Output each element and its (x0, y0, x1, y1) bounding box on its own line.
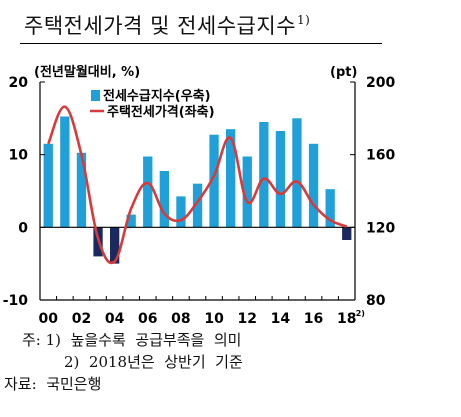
source-note: 자료: 국민은행 (4, 377, 101, 392)
bar-2006 (143, 156, 153, 228)
x-tick-label: 06 (138, 311, 157, 327)
right-axis-unit: (pt) (330, 65, 357, 80)
bar-2005 (126, 214, 136, 228)
left-axis-unit: (전년말월대비, %) (34, 64, 140, 80)
chart-title: 주택전세가격 및 전세수급지수1) (24, 13, 311, 38)
legend: 전세수급지수(우축) 주택전세가격(좌축) (90, 88, 215, 120)
x-tick-label: 08 (171, 311, 190, 327)
x-tick-label: 12 (237, 311, 256, 327)
tick-labels: 20 10 0 -10 200 160 120 80 00 02 04 06 08 10 12 14 16 18 2… (3, 75, 396, 327)
bar-2000 (43, 143, 53, 228)
note-1: 주: 1) 높을수록 공급부족을 의미 (22, 333, 241, 348)
right-tick-label: 80 (366, 293, 386, 309)
note-2: 2) 2018년은 상반기 기준 (64, 355, 243, 370)
bar-2014 (275, 131, 286, 228)
bar-2012 (242, 156, 252, 228)
bar-2013 (259, 122, 269, 228)
legend-bar-swatch (91, 90, 100, 101)
bar-2004 (110, 227, 120, 264)
legend-line-label: 주택전세가격(좌축) (107, 104, 215, 120)
chart: 20 10 0 -10 200 160 120 80 00 02 04 06 08 10 12 14 16 18 2… (3, 64, 396, 327)
right-tick-label: 200 (366, 75, 395, 91)
bar-2010 (209, 134, 219, 228)
line-jeonse-price (47, 105, 348, 265)
bar-2016 (308, 143, 319, 228)
note-prefix: 주: (22, 331, 41, 349)
left-tick-label: 20 (9, 75, 29, 91)
x-tick-label: 18 (337, 311, 356, 327)
bar-2015 (292, 118, 302, 228)
x-tick-label: 10 (204, 311, 224, 327)
note-2-text: 2) 2018년은 상반기 기준 (64, 353, 243, 371)
bar-2009 (192, 183, 203, 228)
title-underline (20, 43, 382, 44)
right-tick-label: 160 (366, 148, 395, 164)
legend-bar-label: 전세수급지수(우축) (103, 88, 211, 104)
line-series (47, 105, 348, 265)
x-tick-label: 16 (304, 311, 323, 327)
bar-2007 (159, 171, 169, 228)
left-tick-label: 0 (18, 220, 28, 236)
x-tick-label: 02 (72, 311, 91, 327)
left-tick-label: -10 (3, 293, 29, 309)
x-tick-footnote: 2) (356, 309, 365, 318)
bar-2008 (176, 196, 186, 228)
bar-2001 (60, 116, 70, 228)
bar-2018 (342, 227, 352, 240)
note-1-text: 1) 높을수록 공급부족을 의미 (45, 331, 242, 349)
right-tick-label: 120 (366, 220, 395, 236)
left-tick-label: 10 (9, 148, 29, 164)
bar-2002 (76, 152, 87, 228)
source-text: 자료: 국민은행 (4, 375, 102, 393)
bar-2011 (226, 129, 236, 228)
x-tick-label: 04 (105, 311, 125, 327)
x-tick-label: 00 (39, 311, 59, 327)
axes (39, 81, 356, 301)
x-tick-label: 14 (271, 311, 291, 327)
bar-2017 (325, 189, 335, 228)
